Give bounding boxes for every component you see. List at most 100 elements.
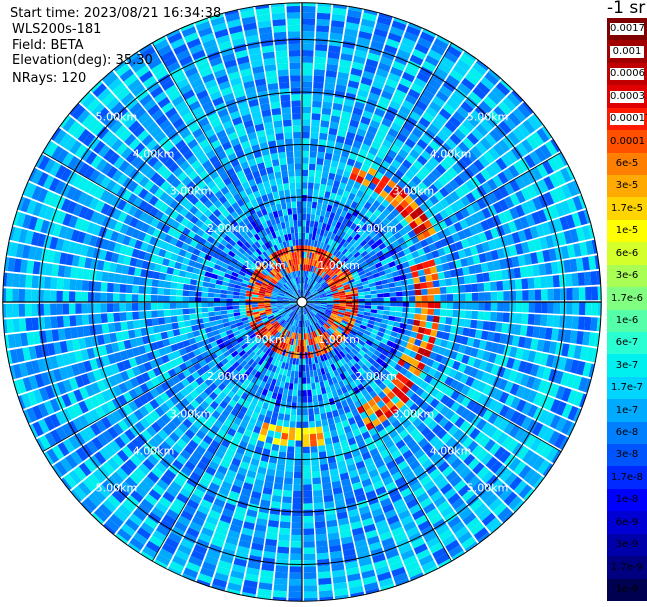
ppi-gate	[355, 333, 362, 340]
ppi-gate	[489, 522, 503, 534]
ppi-gate	[565, 315, 573, 329]
ppi-gate	[379, 189, 389, 199]
ppi-gate	[339, 472, 350, 481]
ppi-gate	[171, 275, 179, 283]
ppi-gate	[378, 96, 391, 106]
ppi-gate	[303, 459, 311, 466]
ppi-gate	[308, 312, 314, 318]
ppi-gate	[357, 228, 365, 237]
ppi-gate	[425, 55, 440, 67]
ppi-gate	[410, 393, 420, 403]
ppi-gate	[383, 84, 396, 95]
ppi-gate	[321, 272, 328, 279]
ppi-gate	[484, 133, 497, 147]
ppi-gate	[369, 390, 378, 399]
ppi-gate	[423, 219, 433, 229]
ppi-gate	[372, 200, 381, 209]
ppi-gate	[337, 286, 344, 291]
ppi-gate	[399, 323, 407, 330]
ppi-gate	[335, 402, 343, 410]
ppi-gate	[309, 370, 314, 378]
ppi-gate	[302, 31, 315, 38]
ppi-gate	[458, 284, 466, 293]
ppi-gate	[274, 339, 280, 346]
ppi-gate	[159, 324, 167, 333]
ppi-gate	[247, 381, 255, 390]
ppi-gate	[163, 309, 171, 317]
ppi-gate	[309, 258, 314, 266]
ppi-gate	[446, 302, 454, 309]
ppi-gate	[303, 497, 313, 504]
ppi-gate	[332, 294, 340, 297]
ppi-gate	[476, 210, 486, 222]
ppi-gate	[310, 265, 314, 272]
ppi-gate	[578, 302, 586, 316]
ppi-gate	[540, 314, 548, 327]
ppi-gate	[343, 490, 355, 499]
ppi-gate	[377, 571, 392, 582]
ppi-gate	[327, 57, 339, 66]
ppi-gate	[329, 384, 336, 392]
ppi-gate	[182, 308, 190, 315]
ppi-gate	[342, 268, 350, 275]
ppi-gate	[454, 187, 466, 199]
ppi-gate	[387, 554, 402, 566]
ppi-gate	[502, 368, 512, 380]
ppi-gate	[329, 316, 336, 321]
ppi-gate	[313, 407, 320, 415]
ppi-gate	[393, 17, 408, 25]
ppi-gate	[326, 204, 333, 212]
ppi-gate	[307, 258, 311, 265]
ppi-gate	[140, 551, 154, 562]
ppi-gate	[527, 453, 540, 468]
ppi-gate	[312, 477, 322, 485]
ppi-gate	[378, 123, 390, 134]
ppi-gate	[220, 289, 228, 295]
ppi-gate	[597, 302, 602, 316]
ppi-gate	[275, 380, 281, 388]
ppi-gate	[303, 484, 312, 491]
ppi-gate	[303, 320, 305, 328]
ppi-gate	[315, 420, 322, 428]
ppi-gate	[226, 469, 237, 479]
ppi-gate	[469, 498, 484, 512]
ppi-gate	[335, 282, 343, 287]
ppi-gate	[267, 356, 274, 364]
ppi-gate	[310, 351, 314, 358]
ppi-gate	[314, 414, 321, 421]
ppi-gate	[365, 131, 376, 141]
ppi-gate	[302, 81, 313, 88]
ppi-gate	[309, 151, 317, 158]
ppi-gate	[287, 389, 293, 396]
ppi-gate	[413, 226, 422, 236]
ppi-gate	[277, 413, 285, 421]
ppi-gate	[338, 311, 345, 316]
ppi-gate	[232, 305, 240, 310]
ppi-gate	[431, 118, 444, 130]
ppi-gate	[282, 335, 287, 343]
ppi-gate	[362, 243, 371, 251]
ppi-gate	[422, 245, 432, 254]
ppi-gate	[343, 370, 350, 379]
ppi-gate	[247, 561, 261, 570]
ppi-gate	[331, 186, 339, 194]
ppi-gate	[300, 308, 302, 315]
ppi-gate	[273, 386, 280, 394]
ppi-gate	[384, 439, 395, 449]
ppi-gate	[380, 449, 391, 459]
ppi-gate	[428, 336, 436, 344]
ppi-gate	[296, 352, 300, 359]
ppi-gate	[493, 332, 502, 343]
ppi-gate	[433, 456, 446, 468]
ppi-gate	[242, 400, 251, 409]
ppi-gate	[333, 147, 342, 156]
ppi-gate	[341, 279, 348, 284]
ppi-gate	[306, 377, 311, 384]
ppi-gate	[319, 293, 326, 296]
ppi-gate	[519, 216, 530, 229]
ppi-gate	[355, 282, 363, 287]
ppi-gate	[363, 267, 371, 274]
ppi-gate	[267, 430, 275, 438]
ppi-gate	[350, 201, 359, 209]
ppi-gate	[331, 20, 345, 28]
